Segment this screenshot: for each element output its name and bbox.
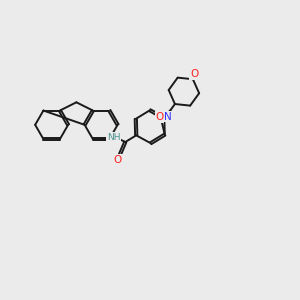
Text: O: O (113, 155, 122, 165)
Text: O: O (155, 112, 164, 122)
Text: N: N (164, 112, 172, 122)
Text: NH: NH (107, 133, 120, 142)
Text: O: O (190, 69, 199, 79)
